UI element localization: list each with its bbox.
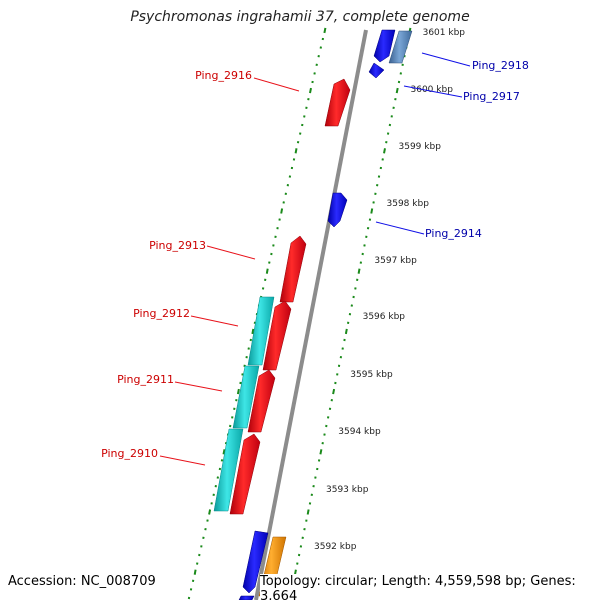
accession-text: Accession: NC_008709 (8, 574, 156, 589)
gene-ping-2910[interactable] (229, 433, 261, 515)
tick-mark (208, 509, 212, 515)
page-title: Psychromonas ingrahamii 37, complete gen… (130, 9, 470, 25)
tick-mark (193, 569, 197, 575)
tick-mark (332, 388, 336, 395)
gene-ping-2914[interactable] (327, 192, 348, 228)
tick-mark (294, 148, 298, 154)
gene-ping-2913[interactable] (279, 235, 307, 303)
blue-feature[interactable] (238, 595, 255, 600)
label-leader-lines (159, 52, 471, 466)
gene-label-ping-2913[interactable]: Ping_2913 (149, 239, 206, 252)
gene-label-ping-2918[interactable]: Ping_2918 (472, 59, 529, 72)
tick-mark (251, 328, 255, 335)
gene-label-ping-2917[interactable]: Ping_2917 (463, 90, 520, 103)
tick-mark (370, 208, 374, 214)
ruler-tick-label: 3597 kbp (374, 256, 417, 266)
ruler-tick-label: 3600 kbp (411, 85, 454, 95)
tick-mark (222, 449, 226, 455)
ruler-tick-label: 3594 kbp (338, 427, 381, 437)
tick-mark (323, 27, 327, 34)
gene-label-ping-2912[interactable]: Ping_2912 (133, 307, 190, 320)
gene-labels: Ping_2916 Ping_2913 Ping_2912 Ping_2911 … (101, 59, 529, 460)
gene-label-ping-2910[interactable]: Ping_2910 (101, 447, 158, 460)
tick-mark (236, 388, 240, 395)
gene-ping-2918[interactable] (373, 29, 396, 63)
cyan-feature[interactable] (232, 365, 260, 429)
genome-summary-text: Topology: circular; Length: 4,559,598 bp… (260, 574, 600, 600)
ruler-tick-labels: 3592 kbp 3593 kbp 3594 kbp 3595 kbp 3596 kbp… (314, 28, 465, 552)
gene-ping-2917[interactable] (368, 62, 385, 79)
ruler-tick-label: 3593 kbp (326, 485, 369, 495)
cyan-feature[interactable] (213, 428, 244, 512)
gene-ping-2912[interactable] (262, 300, 292, 371)
gene-label-ping-2916[interactable]: Ping_2916 (195, 69, 252, 82)
ruler-tick-label: 3596 kbp (363, 312, 406, 322)
tick-mark (306, 509, 310, 515)
ruler-tick-label: 3595 kbp (350, 370, 393, 380)
genome-backbone (254, 29, 368, 600)
tick-mark (395, 87, 399, 94)
left-tick-track (187, 27, 327, 600)
gene-ping-2916[interactable] (324, 78, 351, 127)
ruler-tick-label: 3592 kbp (314, 542, 357, 552)
gene-features (213, 29, 413, 600)
ruler-tick-label: 3598 kbp (387, 199, 430, 209)
tick-mark (319, 449, 323, 455)
tick-mark (280, 208, 284, 214)
steelblue-feature[interactable] (388, 30, 413, 64)
tick-mark (265, 268, 269, 274)
gene-label-ping-2911[interactable]: Ping_2911 (117, 373, 174, 386)
tick-mark (309, 87, 312, 94)
tick-mark (294, 569, 297, 575)
ruler-tick-label: 3601 kbp (423, 28, 466, 38)
cyan-feature[interactable] (247, 296, 275, 366)
gene-label-ping-2914[interactable]: Ping_2914 (425, 227, 482, 240)
blue-feature[interactable] (242, 530, 269, 594)
tick-mark (357, 268, 361, 274)
tick-mark (344, 328, 348, 335)
gene-ping-2911[interactable] (247, 369, 276, 433)
tick-mark (383, 148, 386, 154)
ruler-tick-label: 3599 kbp (399, 142, 442, 152)
